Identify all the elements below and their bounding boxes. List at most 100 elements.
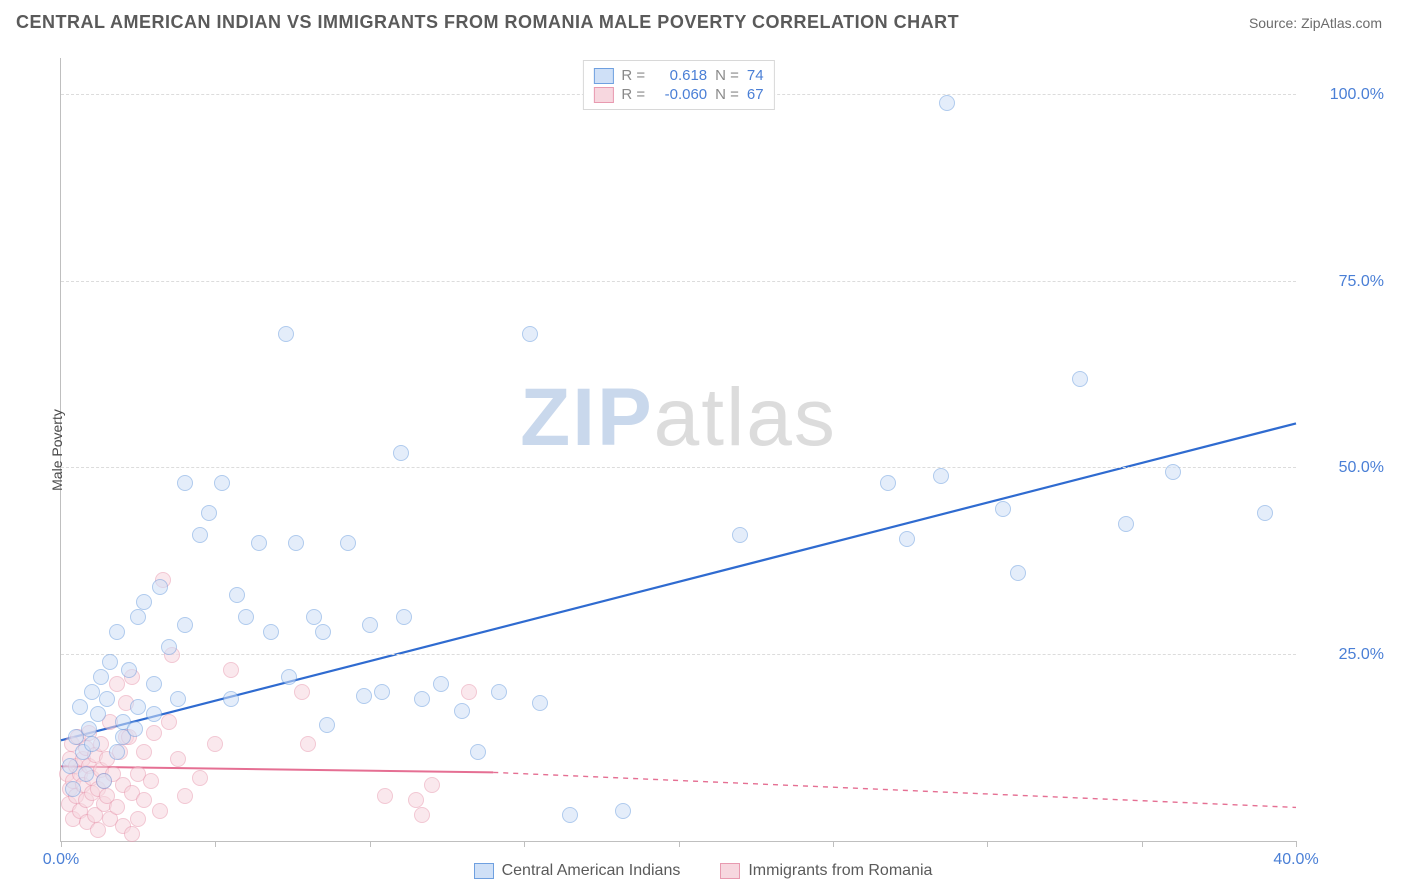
pink-point [377,788,393,804]
swatch-pink [593,87,613,103]
blue-point [532,695,548,711]
n-label: N = [715,67,739,84]
pink-point [177,788,193,804]
blue-point [90,706,106,722]
pink-point [124,826,140,842]
blue-point [121,662,137,678]
r-value-blue: 0.618 [653,67,707,84]
trend-lines [61,58,1296,841]
y-gridline [61,281,1296,282]
x-tick [833,841,834,847]
blue-point [899,531,915,547]
y-gridline [61,467,1296,468]
chart-title: CENTRAL AMERICAN INDIAN VS IMMIGRANTS FR… [16,12,959,33]
x-tick [1142,841,1143,847]
x-tick [524,841,525,847]
plot-area: ZIPatlas R = 0.618 N = 74 R = -0.060 N =… [60,58,1296,842]
x-tick [679,841,680,847]
correlation-row-blue: R = 0.618 N = 74 [593,67,763,84]
blue-point [319,717,335,733]
blue-point [615,803,631,819]
blue-point [288,535,304,551]
blue-point [1257,505,1273,521]
pink-point [408,792,424,808]
pink-point [90,822,106,838]
x-tick [61,841,62,847]
blue-point [201,505,217,521]
blue-point [491,684,507,700]
blue-point [102,654,118,670]
blue-point [109,624,125,640]
pink-point [461,684,477,700]
blue-point [396,609,412,625]
blue-point [84,736,100,752]
blue-point [732,527,748,543]
blue-point [278,326,294,342]
series-legend: Central American Indians Immigrants from… [0,862,1406,880]
blue-point [356,688,372,704]
y-tick-label: 50.0% [1339,459,1384,477]
blue-point [72,699,88,715]
y-tick-label: 100.0% [1330,86,1384,104]
blue-point [127,721,143,737]
blue-point [880,475,896,491]
blue-point [62,758,78,774]
blue-point [223,691,239,707]
swatch-blue [593,68,613,84]
blue-point [562,807,578,823]
pink-point [300,736,316,752]
pink-point [424,777,440,793]
blue-point [433,676,449,692]
blue-point [177,617,193,633]
blue-point [393,445,409,461]
pink-point [161,714,177,730]
blue-point [238,609,254,625]
blue-point [170,691,186,707]
x-tick [987,841,988,847]
x-tick [1296,841,1297,847]
legend-item-blue: Central American Indians [474,862,681,880]
y-tick-label: 25.0% [1339,646,1384,664]
blue-point [93,669,109,685]
correlation-legend: R = 0.618 N = 74 R = -0.060 N = 67 [582,60,774,110]
pink-point [136,744,152,760]
blue-point [251,535,267,551]
pink-point [109,676,125,692]
swatch-pink [720,863,740,879]
blue-point [99,691,115,707]
pink-point [152,803,168,819]
blue-point [263,624,279,640]
legend-label-pink: Immigrants from Romania [748,862,932,880]
blue-point [315,624,331,640]
blue-point [65,781,81,797]
blue-point [146,676,162,692]
blue-point [130,609,146,625]
blue-point [81,721,97,737]
blue-point [414,691,430,707]
blue-point [522,326,538,342]
n-label: N = [715,86,739,103]
blue-point [109,744,125,760]
pink-point [294,684,310,700]
x-tick [370,841,371,847]
blue-point [214,475,230,491]
blue-point [1118,516,1134,532]
correlation-row-pink: R = -0.060 N = 67 [593,86,763,103]
blue-point [1010,565,1026,581]
blue-point [1072,371,1088,387]
y-axis-label: Male Poverty [49,409,65,491]
legend-label-blue: Central American Indians [502,862,681,880]
blue-point [306,609,322,625]
blue-point [281,669,297,685]
blue-point [136,594,152,610]
chart-source: Source: ZipAtlas.com [1249,15,1382,31]
blue-point [161,639,177,655]
blue-point [130,699,146,715]
blue-point [1165,464,1181,480]
r-value-pink: -0.060 [653,86,707,103]
n-value-pink: 67 [747,86,764,103]
blue-point [192,527,208,543]
x-tick [215,841,216,847]
legend-item-pink: Immigrants from Romania [720,862,932,880]
pink-point [192,770,208,786]
